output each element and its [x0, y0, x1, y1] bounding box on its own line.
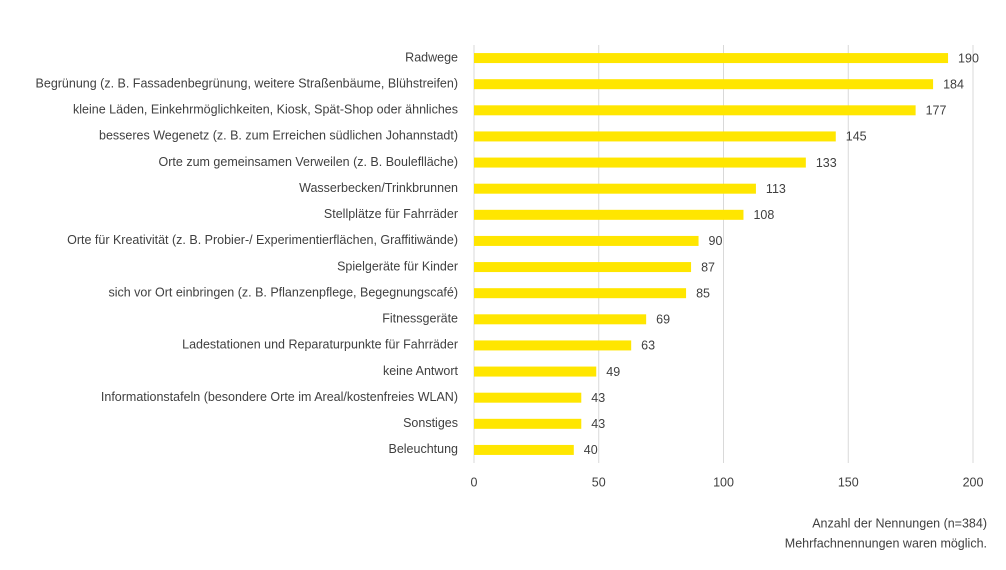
y-tick-label: Stellplätze für Fahrräder	[324, 207, 458, 221]
bar	[474, 209, 744, 220]
note: Anzahl der Nennungen (n=384)	[812, 516, 987, 530]
x-tick-label: 50	[592, 475, 606, 489]
bar	[474, 262, 692, 273]
bar	[474, 444, 574, 455]
y-tick-label: Orte zum gemeinsamen Verweilen (z. B. Bo…	[159, 155, 458, 169]
y-tick-label: Wasserbecken/Trinkbrunnen	[299, 181, 458, 195]
y-tick-label: Beleuchtung	[388, 442, 458, 456]
value-label: 40	[584, 443, 598, 457]
value-label: 190	[958, 51, 979, 65]
y-tick-label: sich vor Ort einbringen (z. B. Pflanzenp…	[108, 285, 458, 299]
bar	[474, 366, 597, 377]
value-label: 145	[846, 130, 867, 144]
y-tick-label: Begrünung (z. B. Fassadenbegrünung, weit…	[36, 76, 458, 90]
y-tick-label: besseres Wegenetz (z. B. zum Erreichen s…	[99, 129, 458, 143]
bar	[474, 53, 949, 64]
value-label: 87	[701, 260, 715, 274]
value-label: 69	[656, 313, 670, 327]
y-tick-label: Spielgeräte für Kinder	[337, 259, 458, 273]
value-label: 90	[709, 234, 723, 248]
bar	[474, 314, 647, 325]
y-tick-label: Informationstafeln (besondere Orte im Ar…	[101, 390, 458, 404]
value-label: 43	[591, 417, 605, 431]
y-tick-label: Fitnessgeräte	[382, 312, 458, 326]
bar	[474, 183, 756, 194]
y-tick-label: Sonstiges	[403, 416, 458, 430]
value-label: 49	[606, 365, 620, 379]
x-tick-label: 100	[713, 475, 734, 489]
bar	[474, 105, 916, 116]
value-label: 113	[766, 182, 786, 196]
bar	[474, 79, 934, 90]
value-label: 133	[816, 156, 837, 170]
bar	[474, 288, 687, 299]
value-label: 108	[753, 208, 774, 222]
y-tick-label: Ladestationen und Reparaturpunkte für Fa…	[182, 338, 458, 352]
value-label: 43	[591, 391, 605, 405]
bar	[474, 340, 632, 351]
value-label: 85	[696, 286, 710, 300]
bar	[474, 418, 582, 429]
y-tick-label: Orte für Kreativität (z. B. Probier-/ Ex…	[67, 233, 458, 247]
y-tick-label: kleine Läden, Einkehrmöglichkeiten, Kios…	[73, 103, 458, 117]
bar	[474, 157, 806, 168]
y-tick-label: Radwege	[405, 50, 458, 64]
note: Mehrfachnennungen waren möglich.	[785, 536, 987, 550]
x-tick-label: 150	[838, 475, 859, 489]
value-label: 63	[641, 339, 655, 353]
value-label: 184	[943, 77, 964, 91]
x-tick-label: 200	[963, 475, 984, 489]
bar	[474, 235, 699, 246]
value-label: 177	[926, 104, 947, 118]
bar	[474, 392, 582, 403]
y-tick-label: keine Antwort	[383, 364, 459, 378]
bar	[474, 131, 836, 142]
x-tick-label: 0	[471, 475, 478, 489]
